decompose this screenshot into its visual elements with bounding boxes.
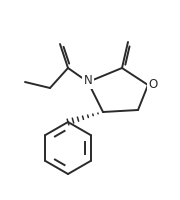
Text: O: O: [148, 77, 158, 90]
Text: N: N: [84, 74, 92, 88]
